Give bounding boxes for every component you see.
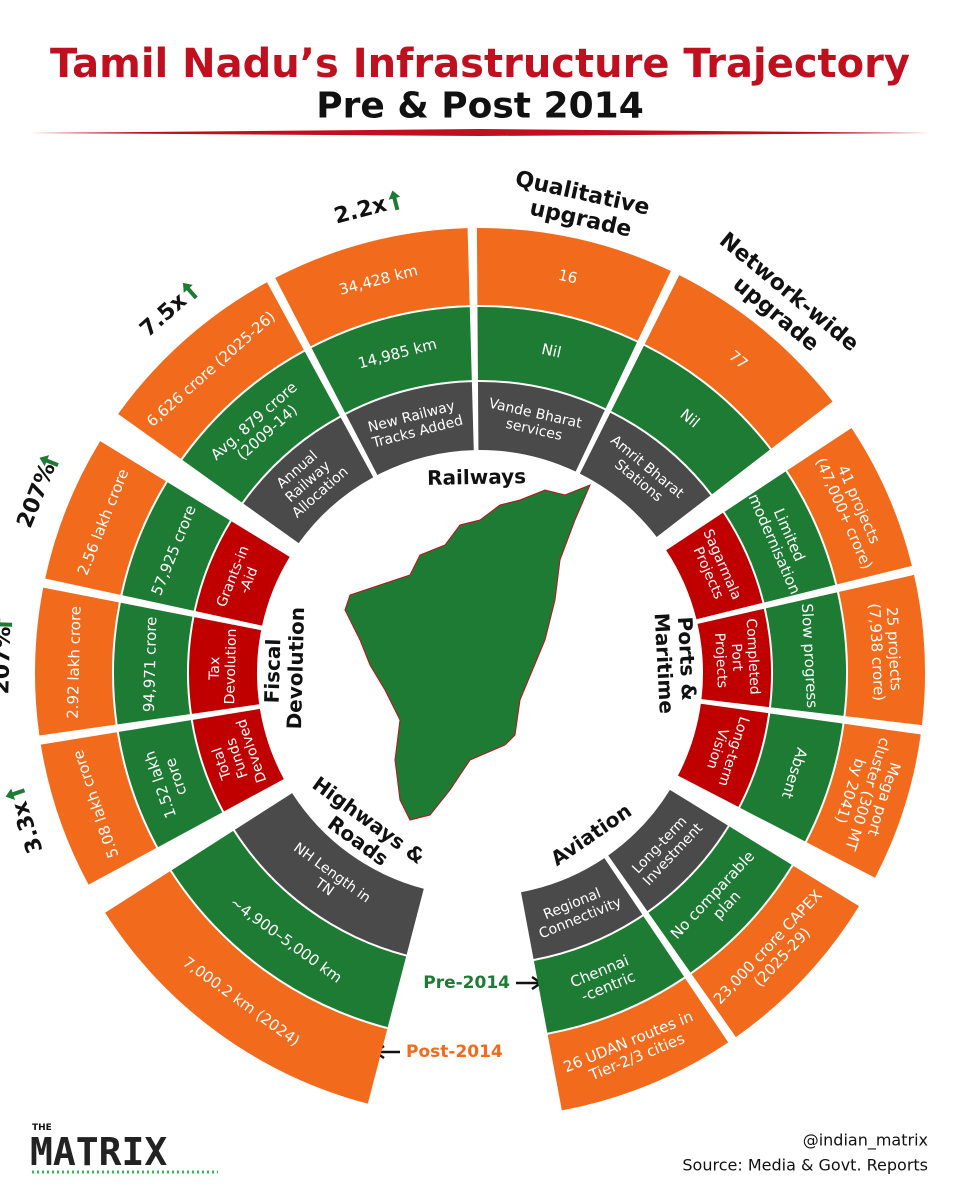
pre-segment (611, 345, 770, 495)
handle: @indian_matrix (803, 1131, 928, 1151)
post-segment (644, 275, 833, 449)
post-segment (105, 871, 388, 1104)
pre-segment (118, 720, 223, 848)
post-value: 16 (557, 266, 580, 288)
up-arrow (388, 190, 401, 211)
up-arrow (0, 618, 13, 631)
label-segment (697, 608, 771, 708)
pre-segment (114, 602, 193, 725)
brand: MATRIX (30, 1130, 167, 1174)
pre-segment (724, 471, 836, 603)
subtitle: Pre & Post 2014 (316, 86, 644, 127)
post-segment (787, 428, 912, 585)
label-segment (608, 789, 728, 912)
post-segment (476, 228, 671, 341)
post-segment (34, 587, 119, 736)
item-label: Completed Port Projects (710, 618, 762, 701)
up-arrow-shape (5, 788, 26, 800)
up-arrow-shape (388, 190, 401, 211)
post-segment (547, 978, 729, 1111)
up-arrow (182, 282, 198, 300)
post-segment (118, 282, 304, 459)
label-segment (195, 521, 290, 626)
pre-segment (311, 307, 472, 413)
label-segment (521, 858, 643, 960)
pre-segment (182, 351, 340, 503)
change-note: 207% (0, 626, 16, 695)
pre-segment (765, 592, 846, 716)
post-segment (691, 865, 860, 1038)
title: Tamil Nadu’s Infrastructure Trajectory (50, 41, 910, 87)
pre-segment (740, 713, 843, 842)
pre-segment (533, 916, 685, 1033)
label-segment (666, 512, 763, 620)
state-map (344, 484, 591, 821)
label-segment (234, 793, 424, 955)
up-arrow (5, 788, 26, 800)
legend-post: Post-2014 (406, 1042, 503, 1062)
label-segment (477, 382, 605, 472)
pre-segment (171, 830, 407, 1028)
pre-value: Nil (540, 340, 563, 362)
up-arrow-shape (0, 618, 13, 631)
pre-segment (477, 306, 637, 409)
post-value: 2.92 lakh crore (64, 606, 85, 719)
up-arrow-shape (39, 455, 59, 468)
source: Source: Media & Govt. Reports (682, 1156, 928, 1175)
pre-segment (648, 826, 792, 973)
label-segment (579, 412, 711, 537)
brand-small: THE (32, 1123, 52, 1133)
post-segment (45, 441, 166, 595)
pre-value: Slow progress (798, 603, 821, 709)
post-segment (275, 228, 470, 347)
divider (30, 129, 930, 136)
label-segment (243, 417, 374, 544)
sector-name: Ports & Maritime (650, 611, 702, 714)
sector-name: Railways (427, 464, 526, 490)
pre-segment (122, 482, 230, 611)
post-value: 25 projects (7,938 crore) (865, 602, 905, 701)
label-segment (346, 382, 474, 476)
up-arrow-shape (182, 282, 198, 300)
post-segment (40, 732, 157, 885)
label-segment (677, 703, 769, 807)
label-segment (188, 617, 262, 714)
pre-value: 94,971 crore (140, 616, 160, 712)
legend-pre: Pre-2014 (423, 973, 510, 993)
up-arrow (39, 455, 59, 468)
sector-name: Fiscal Devolution (259, 606, 309, 730)
item-label: Tax Devolution (206, 628, 240, 705)
label-segment (192, 708, 284, 812)
post-segment (838, 574, 925, 726)
post-segment (806, 723, 921, 878)
